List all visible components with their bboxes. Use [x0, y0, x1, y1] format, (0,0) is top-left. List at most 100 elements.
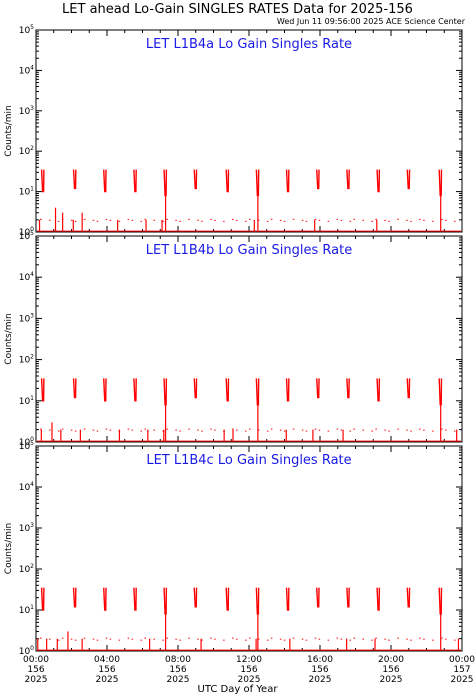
panel-frame: [35, 235, 463, 443]
y-tick-label: 102: [19, 354, 34, 366]
spike: [40, 587, 45, 611]
x-tick-label: 2025: [167, 675, 190, 685]
spike: [376, 378, 381, 402]
data-point: [166, 637, 168, 639]
data-point: [419, 218, 421, 220]
spike: [225, 169, 230, 193]
data-point: [257, 429, 260, 431]
data-point: [96, 639, 99, 641]
data-point: [340, 219, 343, 221]
data-point: [232, 218, 234, 220]
x-tick-label: 08:00: [165, 655, 191, 665]
x-tick-label: 2025: [380, 675, 403, 685]
x-tick-label: 156: [27, 665, 44, 675]
data-point: [48, 219, 51, 221]
data-point: [153, 219, 155, 221]
data-point: [249, 218, 251, 220]
data-point: [371, 639, 373, 641]
spike: [316, 587, 320, 608]
panel-frame: [35, 445, 463, 652]
data-point: [175, 429, 177, 431]
data-point: [441, 218, 443, 220]
data-point: [245, 430, 247, 432]
y-tick-label: 104: [19, 271, 34, 283]
data-point: [270, 637, 273, 639]
spike: [225, 587, 230, 611]
data-point: [362, 429, 364, 431]
data-point: [371, 220, 373, 222]
spike: [103, 378, 107, 402]
data-point: [249, 637, 251, 639]
data-point: [279, 219, 282, 221]
data-point: [406, 429, 408, 431]
x-axis-title: UTC Day of Year: [197, 684, 278, 695]
data-point: [301, 219, 304, 221]
data-point: [83, 218, 86, 220]
data-point: [144, 428, 146, 430]
x-tick-label: 2025: [25, 675, 48, 685]
y-tick-label: 101: [19, 604, 34, 616]
data-point: [327, 430, 330, 432]
data-point: [144, 637, 146, 639]
data-point: [57, 430, 60, 432]
chart-title: LET ahead Lo-Gain SINGLES RATES Data for…: [62, 2, 413, 17]
data-point: [270, 428, 273, 430]
data-point: [179, 430, 181, 432]
data-point: [57, 639, 60, 641]
data-point: [74, 220, 77, 222]
x-tick-label: 156: [240, 665, 257, 675]
y-axis-label: Counts/min: [4, 523, 14, 574]
data-point: [197, 429, 199, 431]
data-point: [327, 639, 330, 641]
data-point: [48, 429, 51, 431]
data-point: [454, 639, 456, 641]
data-point: [162, 430, 164, 432]
data-point: [109, 219, 112, 221]
data-point: [249, 428, 251, 430]
timestamp: Wed Jun 11 09:56:00 2025 ACE Science Cen…: [276, 17, 465, 26]
spike: [133, 587, 137, 611]
data-point: [210, 428, 212, 430]
data-point: [70, 219, 73, 221]
spike: [346, 378, 350, 399]
data-point: [166, 428, 168, 430]
panel-label: LET L1B4a Lo Gain Singles Rate: [146, 37, 352, 52]
data-point: [92, 429, 95, 431]
panel-2: 100 101 102 103 104 105 Counts/min LET L1B4b Lo…: [4, 230, 463, 448]
spike: [346, 587, 350, 608]
spike: [133, 169, 137, 193]
data-point: [454, 430, 456, 432]
spike: [438, 169, 443, 197]
data-point: [70, 638, 73, 640]
spike: [255, 378, 260, 406]
data-point: [410, 430, 412, 432]
x-tick-label: 12:00: [236, 655, 262, 665]
y-tick-label: 101: [19, 186, 34, 198]
spike: [103, 587, 107, 611]
data-point: [214, 429, 216, 431]
data-point: [223, 220, 225, 222]
data-point: [410, 639, 412, 641]
data-point: [384, 429, 386, 431]
spike: [163, 587, 168, 615]
data-point: [397, 218, 399, 220]
y-tick-label: 102: [19, 145, 34, 157]
spike: [40, 378, 45, 402]
data-point: [245, 220, 247, 222]
spike: [72, 169, 77, 190]
data-point: [397, 637, 399, 639]
data-point: [214, 638, 216, 640]
data-point: [371, 430, 373, 432]
spike: [40, 169, 45, 193]
data-point: [140, 220, 143, 222]
data-point: [406, 638, 408, 640]
data-point: [432, 639, 434, 641]
data-point: [327, 220, 330, 222]
panel-1: 100 101 102 103 104 105 Counts/min LET L1B4a Lo…: [4, 24, 463, 238]
x-tick-label: 20:00: [378, 655, 404, 665]
data-point: [83, 637, 86, 639]
data-point: [92, 638, 95, 640]
data-point: [292, 428, 295, 430]
data-point: [353, 428, 355, 430]
spike: [316, 169, 320, 190]
